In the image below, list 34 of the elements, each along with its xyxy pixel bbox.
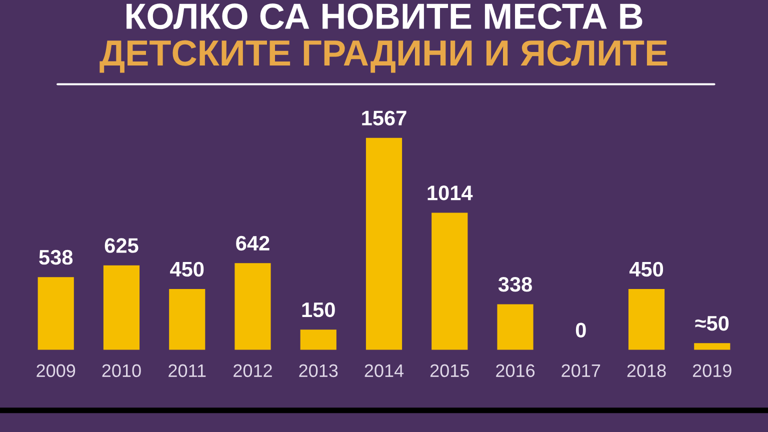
x-tick-label: 2015 <box>430 364 469 378</box>
x-tick-label: 2010 <box>102 364 141 378</box>
data-label: 1567 <box>362 110 406 126</box>
data-label: 538 <box>39 250 73 265</box>
bar <box>38 277 74 350</box>
data-label: ≈50 <box>695 316 729 331</box>
x-tick-label: 2014 <box>364 364 404 378</box>
x-tick-label: 2016 <box>496 364 535 378</box>
data-label: 642 <box>236 236 270 251</box>
x-tick-label: 2009 <box>36 364 76 378</box>
bar <box>694 343 730 350</box>
bar <box>300 330 336 350</box>
chart-title: КОЛКО СА НОВИТЕ МЕСТА В <box>126 4 642 30</box>
bar <box>497 304 534 350</box>
bar <box>366 138 402 350</box>
data-label: 625 <box>104 238 138 253</box>
x-tick-label: 2011 <box>168 364 206 378</box>
data-label: 338 <box>498 276 532 292</box>
chart-subtitle: ДЕТСКИТЕ ГРАДИНИ И ЯСЛИТЕ <box>100 40 668 73</box>
bar <box>169 289 206 350</box>
data-label: 150 <box>302 302 335 318</box>
x-tick-label: 2018 <box>627 364 666 378</box>
x-tick-label: 2017 <box>562 364 600 378</box>
x-tick-label: 2012 <box>234 364 272 378</box>
bar <box>628 289 665 350</box>
bar <box>432 212 468 350</box>
x-tick-label: 2013 <box>299 364 338 378</box>
bar <box>103 265 140 350</box>
data-label: 0 <box>576 322 586 338</box>
data-label: 450 <box>170 262 204 277</box>
x-tick-label: 2019 <box>692 364 732 378</box>
data-label: 1014 <box>428 186 473 200</box>
bar <box>234 263 271 350</box>
data-label: 450 <box>629 262 664 277</box>
